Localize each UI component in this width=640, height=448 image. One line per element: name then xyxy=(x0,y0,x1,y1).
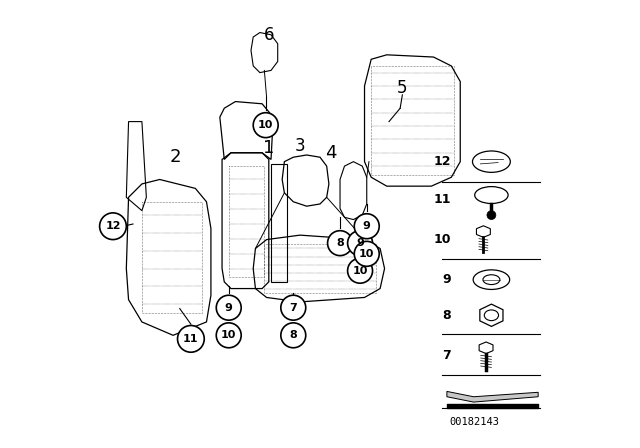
Text: 10: 10 xyxy=(258,120,273,130)
Circle shape xyxy=(355,241,380,266)
Text: 9: 9 xyxy=(363,221,371,231)
Text: 12: 12 xyxy=(434,155,451,168)
Circle shape xyxy=(281,295,306,320)
Text: 10: 10 xyxy=(353,266,368,276)
Text: 00182143: 00182143 xyxy=(449,417,499,427)
Circle shape xyxy=(216,323,241,348)
Text: 8: 8 xyxy=(336,238,344,248)
Text: 10: 10 xyxy=(221,330,236,340)
Circle shape xyxy=(328,231,353,256)
Circle shape xyxy=(281,323,306,348)
Text: 10: 10 xyxy=(434,233,451,246)
Text: 11: 11 xyxy=(183,334,198,344)
Text: 7: 7 xyxy=(443,349,451,362)
Text: 8: 8 xyxy=(289,330,297,340)
Text: 12: 12 xyxy=(105,221,121,231)
Text: 11: 11 xyxy=(434,193,451,206)
Polygon shape xyxy=(447,392,538,402)
Text: 1: 1 xyxy=(263,139,275,157)
Circle shape xyxy=(253,113,278,138)
Text: 3: 3 xyxy=(294,137,305,155)
Text: 2: 2 xyxy=(170,148,181,166)
Circle shape xyxy=(348,258,372,283)
Circle shape xyxy=(177,326,204,352)
Text: 10: 10 xyxy=(359,249,374,259)
Circle shape xyxy=(100,213,126,240)
Circle shape xyxy=(487,211,496,220)
Circle shape xyxy=(216,295,241,320)
Circle shape xyxy=(348,231,372,256)
Text: 9: 9 xyxy=(443,273,451,286)
Text: 9: 9 xyxy=(225,303,233,313)
Text: 7: 7 xyxy=(289,303,297,313)
Text: 4: 4 xyxy=(325,144,337,162)
Text: 5: 5 xyxy=(397,79,408,97)
Text: 6: 6 xyxy=(264,26,274,44)
Text: 8: 8 xyxy=(443,309,451,322)
Text: 9: 9 xyxy=(356,238,364,248)
Circle shape xyxy=(355,214,380,239)
